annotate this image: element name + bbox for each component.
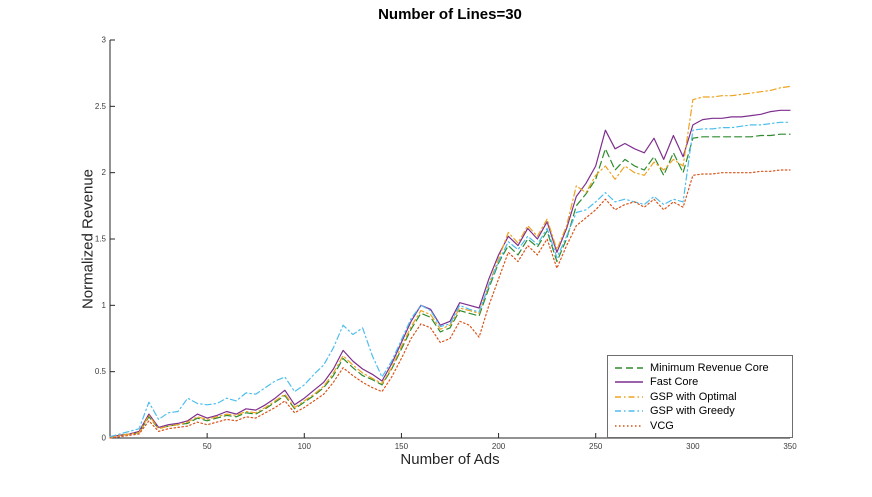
y-tick-label: 0 <box>102 434 107 443</box>
series-line-fast-core <box>109 109 791 438</box>
legend-label: Minimum Revenue Core <box>650 361 769 374</box>
legend-item-gsp-with-greedy: GSP with Greedy <box>614 405 786 418</box>
legend-item-fast-core: Fast Core <box>614 376 786 389</box>
x-tick-label: 100 <box>298 442 312 451</box>
legend-item-vcg: VCG <box>614 419 786 432</box>
x-tick-label: 350 <box>783 442 797 451</box>
legend: Minimum Revenue Core Fast Core GSP with Op… <box>607 355 793 438</box>
x-tick-label: 150 <box>395 442 409 451</box>
legend-label: VCG <box>650 419 674 432</box>
legend-line-sample-minimum-revenue-core <box>615 366 643 369</box>
y-tick-label: 2.5 <box>95 102 107 111</box>
legend-label: GSP with Greedy <box>650 405 735 417</box>
y-tick-label: 2 <box>102 168 107 177</box>
chart-title: Number of Lines=30 <box>378 6 522 23</box>
x-tick-label: 300 <box>686 442 700 451</box>
y-tick-label: 1.5 <box>95 235 107 244</box>
y-tick-label: 3 <box>102 36 107 45</box>
legend-line-sample-gsp-with-optimal <box>615 395 643 398</box>
series-line-gsp-with-optimal <box>109 85 791 438</box>
y-tick-label: 1 <box>102 301 107 310</box>
legend-item-minimum-revenue-core: Minimum Revenue Core <box>614 361 786 374</box>
x-axis-label: Number of Ads <box>400 451 500 468</box>
legend-label: Fast Core <box>650 376 699 388</box>
y-axis-label: Normalized Revenue <box>79 168 97 310</box>
x-tick-label: 250 <box>589 442 603 451</box>
legend-line-sample-gsp-with-greedy <box>615 410 643 412</box>
x-tick-label: 200 <box>492 442 506 451</box>
y-tick-label: 0.5 <box>95 367 107 376</box>
series-line-gsp-with-greedy <box>109 121 791 438</box>
x-tick-label: 50 <box>203 442 212 451</box>
legend-label: GSP with Optimal <box>650 390 737 403</box>
legend-line-sample-fast-core <box>615 381 643 383</box>
legend-line-sample-vcg <box>615 424 643 427</box>
legend-item-gsp-with-optimal: GSP with Optimal <box>614 390 786 403</box>
series-line-minimum-revenue-core <box>109 133 791 438</box>
series-line-vcg <box>109 169 791 439</box>
